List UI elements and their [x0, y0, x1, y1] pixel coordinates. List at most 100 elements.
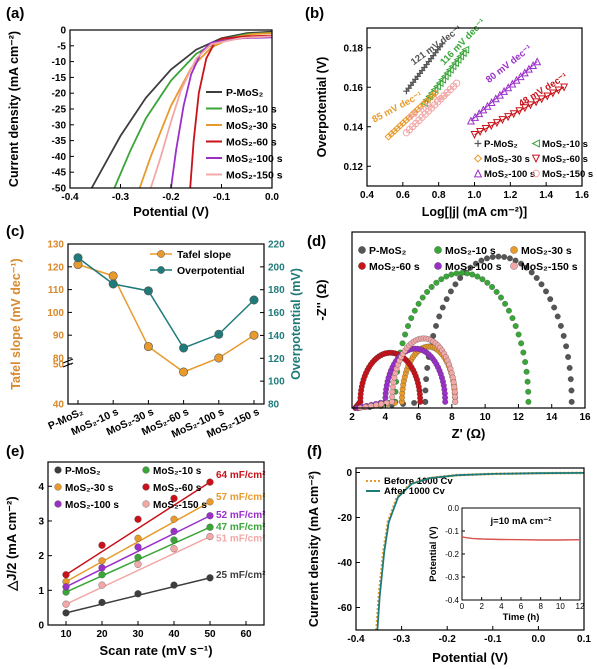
data-point	[170, 581, 178, 589]
data-point	[143, 342, 153, 352]
data-point	[505, 307, 512, 314]
y-tick-label: -50	[52, 184, 67, 195]
y2-tick-label: 140	[268, 331, 285, 342]
inset-y-tick-label: -0.1	[445, 527, 459, 536]
data-point	[568, 387, 575, 394]
data-point	[484, 255, 490, 262]
capacitance-label: 52 mF/cm²	[216, 510, 266, 521]
legend-label: MoS₂-60 s	[153, 483, 202, 494]
data-point	[134, 560, 142, 568]
y2-tick-label: 80	[268, 400, 280, 411]
data-point	[108, 279, 118, 289]
data-point	[438, 75, 447, 84]
data-point	[427, 89, 436, 98]
data-point	[170, 536, 178, 544]
y-tick-label: 0	[38, 621, 44, 632]
data-point	[528, 269, 535, 276]
x-tick-label: 0.0	[265, 192, 279, 203]
x-axis-label: Scan rate (mV s⁻¹)	[99, 643, 212, 658]
y-axis-label: Overpotential (mV)	[289, 268, 303, 380]
legend-marker	[531, 154, 541, 164]
legend-label: P-MoS₂	[226, 87, 264, 99]
legend-marker	[142, 500, 150, 508]
data-point	[537, 95, 546, 104]
data-point	[456, 52, 465, 61]
y2-tick-label: 220	[268, 240, 285, 251]
data-point	[489, 254, 496, 260]
legend-label: MoS₂-150 s	[542, 169, 593, 180]
data-point	[495, 253, 502, 260]
legend-label: MoS₂-10 s	[226, 104, 277, 116]
data-point	[472, 260, 479, 267]
data-point	[206, 512, 214, 520]
x-tick-label: 1.6	[575, 190, 589, 201]
series-line	[149, 35, 273, 189]
data-point	[504, 83, 513, 92]
x-tick-label: 0.0	[531, 634, 545, 645]
capacitance-label: 51 mF/cm²	[216, 534, 266, 545]
data-point	[448, 62, 457, 71]
data-point	[520, 68, 529, 77]
data-point	[568, 398, 575, 405]
data-point	[492, 119, 501, 128]
x-tick-label: 14	[546, 412, 558, 423]
data-point	[431, 89, 439, 98]
x-tick-label: 2	[349, 412, 355, 423]
data-point	[134, 553, 142, 561]
data-point	[389, 393, 395, 400]
legend-marker	[142, 483, 150, 491]
y2-tick-label: 120	[268, 354, 285, 365]
data-point	[458, 49, 467, 58]
inset-x-axis-label: Time (h)	[503, 612, 540, 623]
y-tick-label: -45	[52, 168, 67, 179]
data-point	[62, 600, 70, 608]
panel-c: (c)4050809010011012013080100120140160180…	[6, 223, 303, 441]
data-point	[491, 94, 500, 103]
x-tick-label: -0.4	[347, 634, 365, 645]
data-point	[563, 343, 570, 350]
legend-marker	[157, 250, 165, 258]
legend-label: MoS₂-100 s	[226, 153, 283, 165]
data-point	[435, 79, 444, 88]
data-point	[214, 329, 224, 339]
inset-y-tick-label: 0.0	[448, 504, 460, 513]
y-tick-label: 120	[47, 262, 64, 273]
data-point	[206, 533, 214, 541]
legend-label: MoS₂-60 s	[369, 261, 420, 273]
data-point	[451, 389, 458, 395]
data-point	[404, 113, 413, 122]
data-point	[436, 313, 443, 320]
plot-frame	[47, 461, 265, 626]
data-point	[443, 296, 450, 303]
y-axis-label: Current density (mA cm⁻²)	[307, 471, 321, 627]
legend-marker	[474, 140, 482, 147]
y-tick-label: 130	[47, 240, 64, 251]
fit-line	[65, 515, 211, 588]
data-point	[389, 389, 396, 395]
capacitance-label: 47 mF/cm²	[216, 522, 266, 533]
data-point	[425, 94, 434, 103]
legend-marker	[510, 262, 518, 270]
data-point	[62, 583, 70, 591]
data-point	[515, 107, 524, 116]
data-point	[516, 72, 525, 81]
data-point	[170, 545, 178, 553]
data-point	[467, 264, 474, 271]
data-point	[509, 315, 516, 322]
y-tick-label: -15	[52, 73, 67, 84]
data-point	[433, 279, 440, 286]
data-point	[134, 543, 142, 551]
capacitance-label: 25 mF/cm²	[216, 570, 266, 581]
data-point	[470, 130, 479, 139]
data-point	[523, 368, 530, 375]
inset-y-tick-label: -0.3	[445, 573, 459, 582]
x-tick-label: 6	[416, 412, 422, 423]
legend-label: Overpotential	[177, 265, 245, 277]
inset-y-tick-label: -0.4	[445, 596, 459, 605]
inset-x-tick-label: 8	[538, 602, 543, 611]
y-tick-label: -25	[52, 105, 67, 116]
inset-x-tick-label: 2	[479, 602, 484, 611]
y-tick-label: -20	[52, 89, 67, 100]
fit-line	[65, 481, 211, 576]
